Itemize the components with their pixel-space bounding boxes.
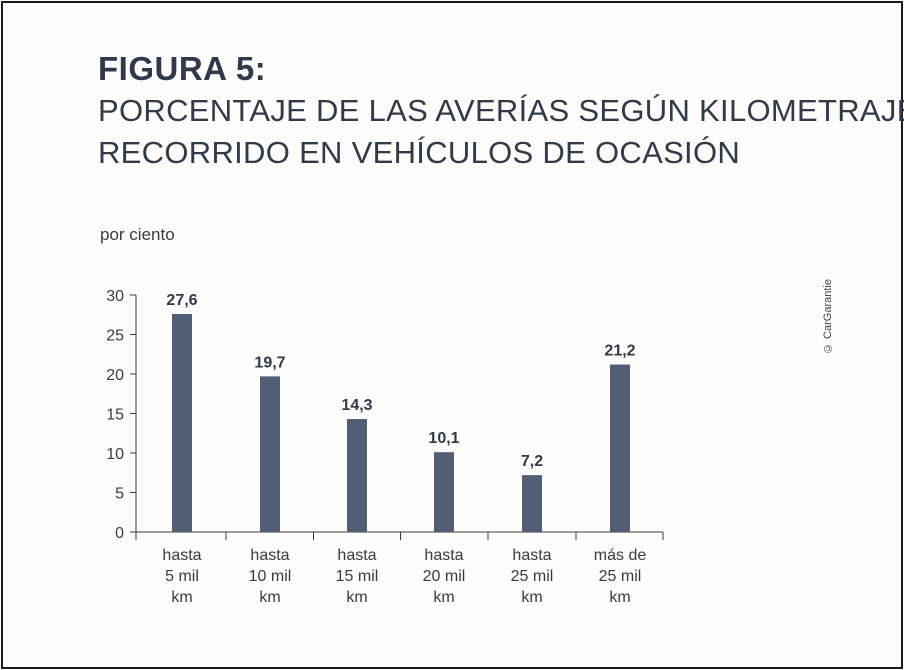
category-label: km [433, 589, 454, 606]
y-axis-unit-label: por ciento [100, 225, 175, 244]
category-label: hasta [424, 547, 463, 564]
category-label: 10 mil [249, 568, 292, 585]
bar [522, 475, 542, 532]
category-label: km [521, 589, 542, 606]
category-label: 5 mil [165, 568, 199, 585]
y-tick-label: 30 [106, 288, 124, 305]
figure-label: FIGURA 5: [98, 50, 267, 87]
y-tick-label: 15 [106, 407, 124, 424]
category-label: 25 mil [599, 568, 642, 585]
y-axis: 0 5 10 15 20 25 30 [106, 288, 137, 542]
chart-title-line-2: RECORRIDO EN VEHÍCULOS DE OCASIÓN [98, 135, 741, 170]
bars: 27,6 19,7 14,3 10,1 7,2 21,2 [166, 292, 636, 532]
category-label: km [609, 589, 630, 606]
bar [260, 376, 280, 532]
category-label: 15 mil [336, 568, 379, 585]
category-label: 20 mil [423, 568, 466, 585]
y-tick-label: 25 [106, 328, 124, 345]
category-label: hasta [337, 547, 376, 564]
bar [434, 452, 454, 532]
bar [610, 364, 630, 532]
category-label: km [171, 589, 192, 606]
bar [172, 313, 192, 532]
category-label: hasta [512, 547, 551, 564]
category-label: más de [594, 547, 647, 564]
category-label: hasta [250, 547, 289, 564]
category-label: km [259, 589, 280, 606]
bar-value-label: 19,7 [254, 354, 285, 371]
y-tick-label: 0 [115, 525, 124, 542]
category-label: hasta [162, 547, 201, 564]
y-tick-label: 5 [115, 486, 124, 503]
category-label: 25 mil [511, 568, 554, 585]
bar-value-label: 14,3 [341, 397, 372, 414]
x-axis: hasta 5 mil km hasta 10 mil km hasta 15 mil km ha… [135, 531, 664, 606]
category-label: km [346, 589, 367, 606]
chart-title-line-1: PORCENTAJE DE LAS AVERÍAS SEGÚN KILOMETR… [98, 93, 904, 128]
bar-value-label: 10,1 [428, 430, 459, 447]
bar-value-label: 21,2 [604, 343, 635, 360]
bar [347, 419, 367, 532]
bar-value-label: 27,6 [166, 292, 197, 309]
y-tick-label: 10 [106, 446, 124, 463]
y-tick-label: 20 [106, 367, 124, 384]
bar-value-label: 7,2 [521, 453, 543, 470]
